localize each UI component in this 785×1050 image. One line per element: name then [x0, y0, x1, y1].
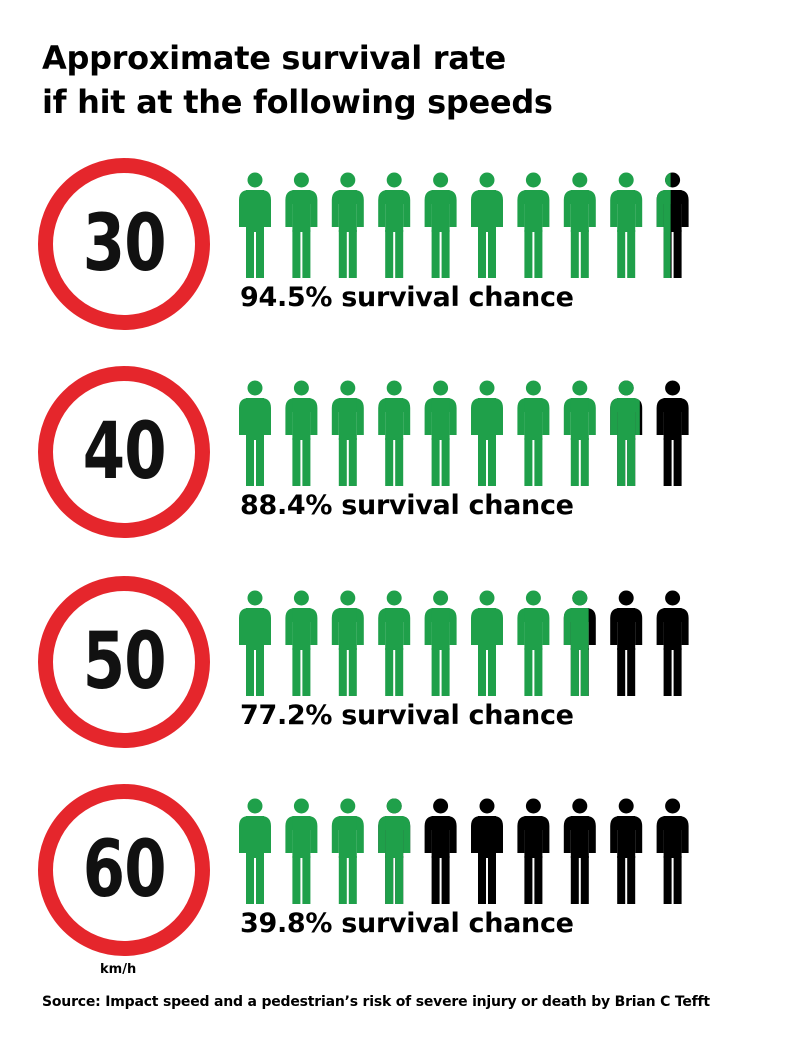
person-icon	[424, 590, 457, 696]
person-icon	[563, 590, 596, 696]
speed-row-30: 30 94.5% survival chance	[0, 158, 785, 358]
person-icon	[517, 590, 550, 696]
person-icon	[285, 798, 318, 904]
title-line-2: if hit at the following speeds	[42, 83, 553, 121]
survival-label: 88.4% survival chance	[240, 490, 574, 521]
speed-limit-sign: 50	[38, 576, 210, 748]
person-icon	[517, 172, 550, 278]
speed-value: 50	[82, 617, 166, 707]
person-icon	[610, 172, 643, 278]
pictogram-row	[239, 172, 689, 278]
person-icon	[285, 172, 318, 278]
person-icon	[285, 380, 318, 486]
person-icon	[285, 590, 318, 696]
person-icon	[331, 380, 364, 486]
speed-value: 60	[82, 825, 166, 915]
person-icon	[471, 798, 503, 904]
source-note: Source: Impact speed and a pedestrian’s …	[42, 994, 710, 1010]
survival-label: 77.2% survival chance	[240, 700, 574, 731]
person-icon	[563, 798, 596, 904]
person-icon	[517, 798, 550, 904]
person-icon	[378, 172, 411, 278]
speed-limit-sign: 60	[38, 784, 210, 956]
speed-limit-sign: 40	[38, 366, 210, 538]
person-icon	[471, 172, 503, 278]
person-icon	[517, 380, 550, 486]
chart-title: Approximate survival rate if hit at the …	[42, 36, 722, 124]
person-icon	[424, 172, 457, 278]
person-icon	[471, 380, 503, 486]
person-icon	[656, 798, 689, 904]
person-icon	[239, 590, 271, 696]
person-icon	[331, 590, 364, 696]
person-icon	[656, 172, 689, 278]
person-icon	[610, 798, 643, 904]
speed-row-40: 40 88.4% survival chance	[0, 366, 785, 566]
person-icon	[656, 590, 689, 696]
person-icon	[331, 172, 364, 278]
speed-row-60: 60 39.8% survival chance	[0, 784, 785, 984]
pictogram-row	[239, 380, 689, 486]
person-icon	[563, 172, 596, 278]
survival-label: 94.5% survival chance	[240, 282, 574, 313]
person-icon	[610, 590, 643, 696]
person-icon	[331, 798, 364, 904]
unit-label: km/h	[100, 962, 137, 977]
speed-limit-sign: 30	[38, 158, 210, 330]
person-icon	[424, 798, 457, 904]
title-line-1: Approximate survival rate	[42, 39, 506, 77]
person-icon	[471, 590, 503, 696]
survival-label: 39.8% survival chance	[240, 908, 574, 939]
speed-row-50: 50 77.2% survival chance	[0, 576, 785, 776]
pictogram-row	[239, 590, 689, 696]
speed-value: 40	[82, 407, 166, 497]
person-icon	[378, 380, 411, 486]
person-icon	[610, 380, 643, 486]
person-icon	[378, 590, 411, 696]
pictogram-row	[239, 798, 689, 904]
person-icon	[239, 172, 271, 278]
person-icon	[563, 380, 596, 486]
person-icon	[424, 380, 457, 486]
person-icon	[656, 380, 689, 486]
person-icon	[378, 798, 411, 904]
person-icon	[239, 798, 271, 904]
person-icon	[239, 380, 271, 486]
speed-value: 30	[82, 199, 166, 289]
